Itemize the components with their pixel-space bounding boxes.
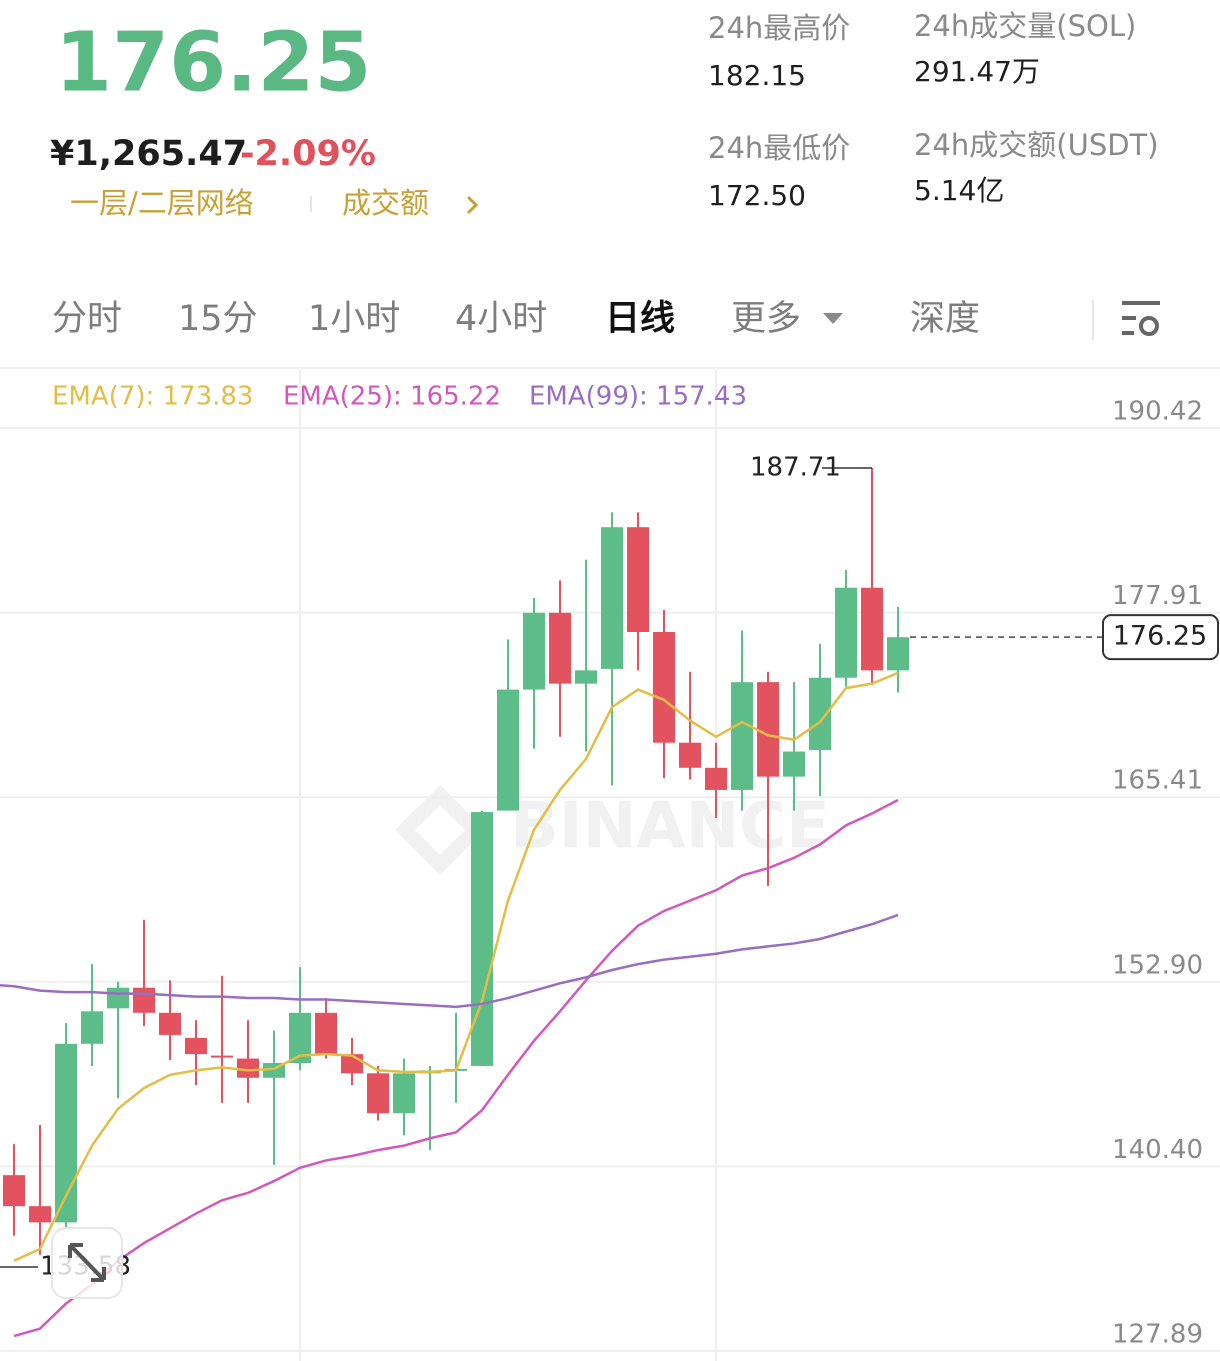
candle-body (367, 1073, 389, 1114)
stat-value: 172.50 (708, 179, 806, 212)
candle-body (731, 682, 753, 790)
tab-bar: 分时 15分 1小时 4小时 日线 更多 深度 (52, 299, 980, 339)
link[interactable]: 一层/二层网络 (70, 186, 254, 220)
change: -2.09% (240, 134, 376, 174)
tab[interactable]: 更多 (731, 299, 801, 339)
y-tick-label: 190.42 (1112, 397, 1203, 427)
candle-body (653, 631, 675, 743)
candle-body (549, 612, 571, 684)
y-tick-label: 177.91 (1112, 581, 1203, 611)
tab[interactable]: 1小时 (308, 299, 400, 339)
candle-body (55, 1043, 77, 1223)
price-cny: ¥1,265.47 (50, 134, 247, 174)
current-price-label: 176.25 (1113, 621, 1207, 652)
candle-body (81, 1011, 103, 1044)
candle-body (471, 812, 493, 1066)
stat-label: 24h最高价 (708, 11, 850, 45)
tab[interactable]: 日线 (605, 299, 675, 339)
ema-line (13, 798, 899, 1338)
candle-body (185, 1037, 207, 1055)
chevron (466, 195, 479, 215)
tab[interactable]: 4小时 (455, 299, 547, 339)
stat-label: 24h成交额(USDT) (914, 128, 1159, 162)
candle-body (29, 1206, 51, 1223)
link[interactable]: 成交额 (342, 186, 429, 220)
candle-body (211, 1055, 233, 1058)
legend-entry: EMA(99): 157.43 (529, 382, 747, 412)
candle-body (159, 1012, 181, 1035)
stat-value: 182.15 (708, 59, 806, 92)
last-price: 176.25 (55, 15, 371, 110)
settings-icon[interactable] (1122, 301, 1160, 336)
candle-body (601, 527, 623, 669)
ema-line (0, 913, 899, 1009)
candle-body (887, 637, 909, 671)
candle-body (393, 1073, 415, 1114)
tab[interactable]: 分时 (52, 299, 122, 339)
tab[interactable]: 15分 (178, 299, 258, 339)
watermark: BINANCE (510, 790, 830, 864)
y-tick-label: 140.40 (1112, 1135, 1203, 1165)
stat-value: 291.47万 (914, 55, 1040, 88)
candle-body (3, 1175, 25, 1207)
stat-label: 24h成交量(SOL) (914, 9, 1136, 43)
tab[interactable]: 深度 (910, 299, 980, 339)
candle-body (237, 1058, 259, 1078)
stat-label: 24h最低价 (708, 131, 850, 165)
chart: BINANCE 127.89 140.40 152.90 165.41 177.91 190… (0, 382, 1220, 1352)
candle-body (497, 689, 519, 811)
candle-body (783, 751, 805, 777)
candle-body (679, 742, 701, 768)
candle-body (523, 612, 545, 690)
y-tick-label: 165.41 (1112, 766, 1203, 796)
stat-value: 5.14亿 (914, 174, 1004, 207)
candle-body (575, 670, 597, 684)
y-tick-label: 127.89 (1112, 1319, 1203, 1349)
legend-entry: EMA(25): 165.22 (283, 382, 501, 412)
ema-line (13, 671, 899, 1262)
legend-entry: EMA(7): 173.83 (52, 382, 253, 412)
candle-body (809, 677, 831, 751)
y-tick-label: 152.90 (1112, 950, 1203, 980)
candle-body (289, 1012, 311, 1063)
expand-arrows (68, 1243, 106, 1282)
candle-body (627, 527, 649, 632)
candle-body (705, 767, 727, 790)
candle-body (315, 1012, 337, 1055)
candle-body (835, 587, 857, 678)
candle-body (107, 987, 129, 1009)
candle-body (757, 682, 779, 777)
dropdown-arrow (823, 313, 843, 324)
current-price-box (1102, 614, 1219, 661)
candle-body (861, 587, 883, 671)
high-marker-label: 187.71 (750, 453, 841, 483)
candle-body (133, 987, 155, 1013)
watermark-logo (395, 785, 485, 875)
expand-icon[interactable] (51, 1227, 123, 1299)
